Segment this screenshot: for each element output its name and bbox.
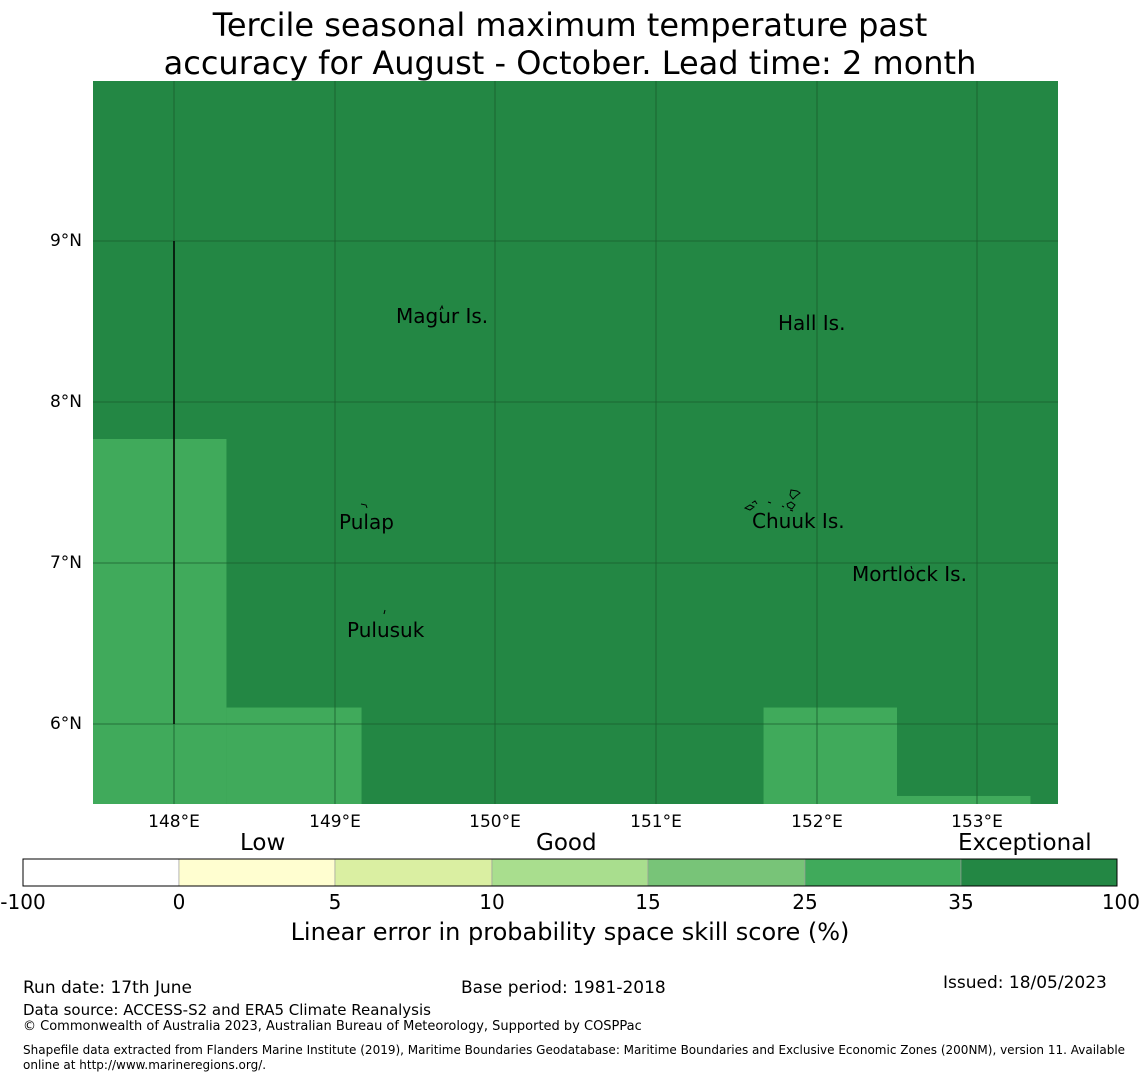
- place-label-pulusuk: Pulusuk: [347, 618, 425, 642]
- colorbar-band-0-5: [178, 858, 336, 887]
- skill-cell-1: [226, 707, 362, 804]
- colorbar-band-10-15: [491, 858, 649, 887]
- map-background: [93, 81, 1058, 804]
- colorbar-tick: 35: [948, 890, 974, 914]
- colorbar-band-35-100: [960, 858, 1118, 887]
- island-outlines: [360, 304, 913, 615]
- skill-cell-3: [897, 795, 1031, 804]
- lat-tick-8n: 8°N: [49, 392, 82, 412]
- colorbar-band-5-10: [334, 858, 493, 887]
- lat-tick-6n: 6°N: [49, 714, 82, 734]
- data-source: Data source: ACCESS-S2 and ERA5 Climate …: [23, 1001, 431, 1019]
- skill-cell-0: [93, 438, 227, 804]
- lon-tick-149e: 149°E: [309, 812, 361, 832]
- lon-tick-151e: 151°E: [630, 812, 682, 832]
- legend-category-good: Good: [536, 830, 597, 856]
- run-date: Run date: 17th June: [23, 978, 192, 998]
- lon-tick-150e: 150°E: [469, 812, 521, 832]
- colorbar-frame: [22, 858, 1118, 887]
- lon-tick-152e: 152°E: [791, 812, 843, 832]
- colorbar-tick: 0: [172, 890, 186, 914]
- lon-tick-153e: 153°E: [951, 812, 1003, 832]
- colorbar-band-neg100-0: [22, 858, 180, 887]
- colorbar-tick: 5: [328, 890, 342, 914]
- colorbar-band-25-35: [804, 858, 962, 887]
- colorbar: [22, 858, 1118, 887]
- lon-tick-148e: 148°E: [148, 812, 200, 832]
- place-label-pulap: Pulap: [339, 510, 394, 534]
- chuuk-lagoon-shape: [743, 489, 801, 512]
- magur-island-shape: [439, 304, 444, 311]
- shapefile-credit-line-2: online at http://www.marineregions.org/.: [23, 1058, 267, 1072]
- colorbar-label: Linear error in probability space skill …: [290, 918, 850, 946]
- colorbar-tick: 25: [792, 890, 818, 914]
- colorbar-tick: 10: [479, 890, 505, 914]
- base-period: Base period: 1981-2018: [461, 978, 666, 998]
- mortlock-island-shape: [910, 565, 913, 570]
- pulusuk-island-shape: [383, 609, 386, 615]
- colorbar-band-15-25: [647, 858, 806, 887]
- map-title-line-1: Tercile seasonal maximum temperature pas…: [212, 6, 928, 44]
- colorbar-tick: -100: [0, 890, 46, 914]
- skill-cell-2: [763, 707, 897, 804]
- legend-category-low: Low: [240, 830, 286, 856]
- legend-category-exceptional: Exceptional: [958, 830, 1092, 856]
- place-label-hall: Hall Is.: [778, 311, 846, 335]
- map-title-line-2: accuracy for August - October. Lead time…: [163, 44, 977, 82]
- place-label-chuuk: Chuuk Is.: [752, 509, 845, 533]
- colorbar-tick: 100: [1101, 890, 1140, 914]
- shapefile-credit-line-1: Shapefile data extracted from Flanders M…: [23, 1043, 1126, 1057]
- issued-date: Issued: 18/05/2023: [943, 973, 1107, 993]
- lat-tick-9n: 9°N: [49, 231, 82, 251]
- colorbar-tick: 15: [635, 890, 661, 914]
- pulap-island-shape: [360, 503, 368, 509]
- place-label-mortlock: Mortlock Is.: [852, 562, 967, 586]
- lat-tick-7n: 7°N: [49, 553, 82, 573]
- place-label-magur: Magur Is.: [396, 304, 489, 328]
- copyright-notice: © Commonwealth of Australia 2023, Austra…: [23, 1019, 642, 1034]
